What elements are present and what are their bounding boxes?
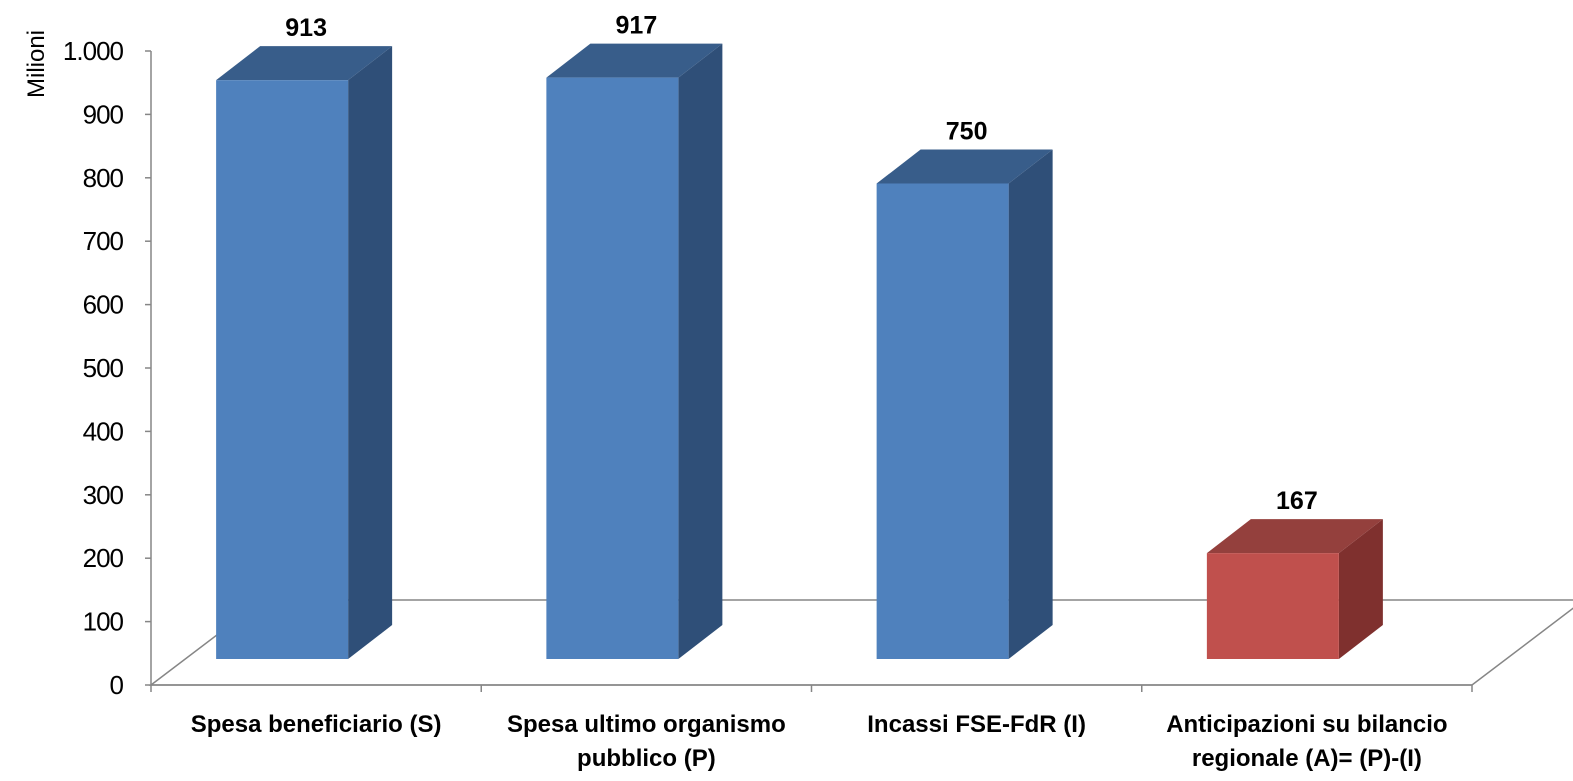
x-tick-label: Incassi FSE-FdR (I) (867, 711, 1086, 738)
x-tick-label-line: Anticipazioni su bilancio (1166, 711, 1447, 738)
bar-front-face (876, 183, 1009, 659)
bar-top-face (876, 149, 1053, 184)
x-tick-label: Spesa beneficiario (S) (191, 711, 442, 738)
y-axis: 0 100 200 300 400 500 600 700 800 900 1.000 (63, 36, 152, 700)
y-tick-label: 300 (83, 480, 124, 510)
bar-front-face (1206, 553, 1339, 659)
data-label: 167 (1276, 487, 1318, 515)
x-tick-label: Anticipazioni su bilancio regionale (A)= … (1166, 711, 1447, 772)
x-tick-label: Spesa ultimo organismo pubblico (P) (507, 711, 786, 772)
bar-side-face (1008, 149, 1053, 659)
y-tick-label: 500 (83, 353, 124, 383)
y-axis-title: Milioni (23, 30, 50, 98)
data-label: 750 (946, 118, 988, 146)
data-label: 917 (616, 12, 658, 40)
bar-side-face (1338, 519, 1383, 659)
bar-series (216, 43, 1383, 659)
x-axis: Spesa beneficiario (S) Spesa ultimo organ… (150, 684, 1473, 772)
bar-front-face (216, 80, 349, 659)
x-tick-label-line: pubblico (P) (577, 745, 716, 772)
bar (876, 149, 1053, 659)
y-tick-label: 700 (83, 226, 124, 256)
bar-side-face (348, 46, 393, 659)
bar (1206, 519, 1383, 659)
data-labels: 913 917 750 167 (285, 12, 1317, 516)
data-label: 913 (285, 14, 327, 42)
bar-top-face (216, 46, 393, 81)
y-tick-label: 0 (110, 670, 124, 700)
x-tick-label-line: Spesa ultimo organismo (507, 711, 786, 738)
x-tick-label-line: Spesa beneficiario (S) (191, 711, 442, 738)
y-tick-label: 100 (83, 607, 124, 637)
bar-side-face (678, 43, 723, 659)
bar-top-face (546, 43, 723, 78)
y-tick-label: 800 (83, 163, 124, 193)
x-tick-label-line: Incassi FSE-FdR (I) (867, 711, 1086, 738)
bar (546, 43, 723, 659)
bar-front-face (546, 77, 679, 659)
y-tick-label: 400 (83, 416, 124, 446)
y-tick-label: 600 (83, 290, 124, 320)
bar-top-face (1206, 519, 1383, 554)
y-tick-label: 200 (83, 543, 124, 573)
bar (216, 46, 393, 659)
y-tick-label: 900 (83, 99, 124, 129)
y-tick-label: 1.000 (63, 36, 124, 66)
x-tick-label-line: regionale (A)= (P)-(I) (1192, 745, 1422, 772)
